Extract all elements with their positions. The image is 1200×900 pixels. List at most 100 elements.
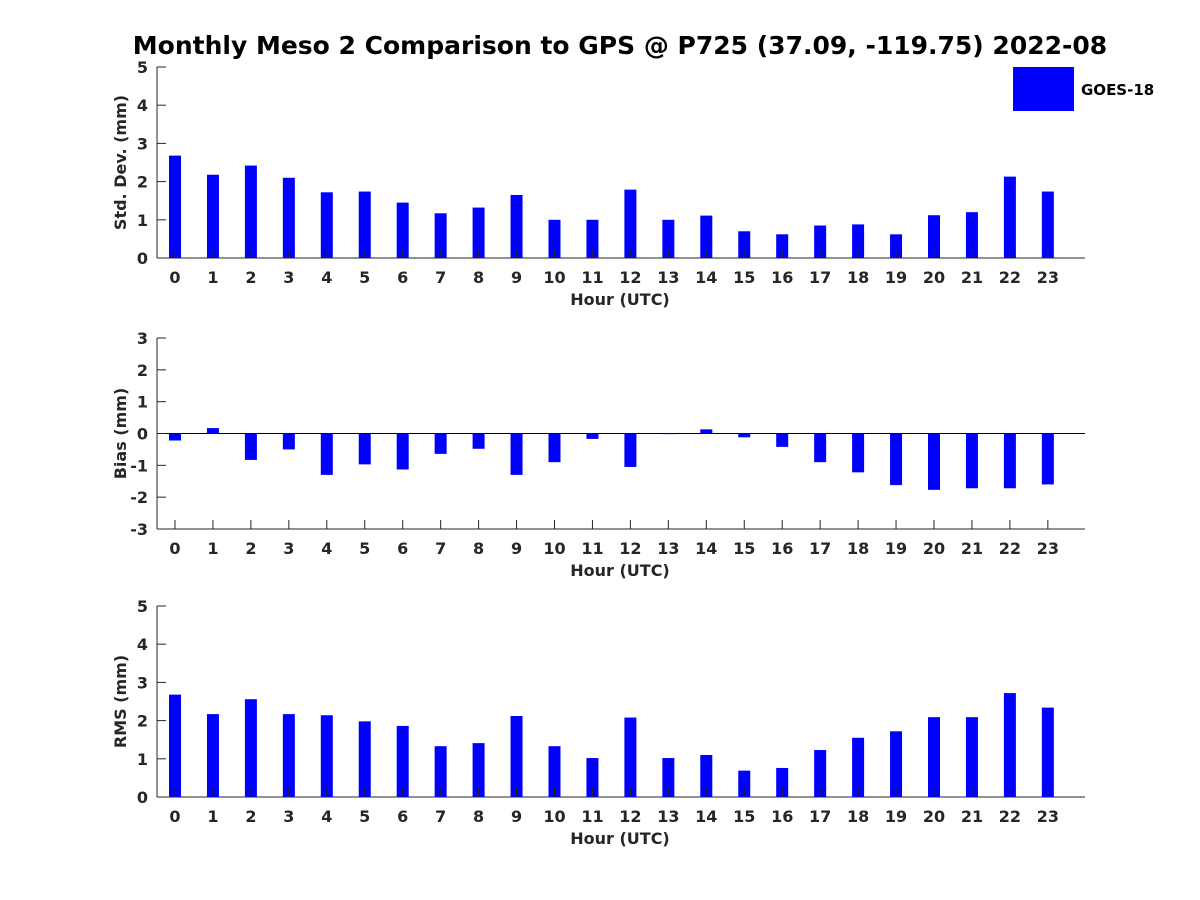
bias-bar	[244, 433, 257, 460]
rms-bar	[396, 725, 409, 797]
rms-x-tick-label: 5	[359, 807, 370, 826]
rms-y-tick-label: 2	[137, 712, 148, 731]
bias-x-tick-label: 5	[359, 539, 370, 558]
std-dev-y-tick-label: 0	[137, 249, 148, 268]
rms-bar	[586, 758, 599, 797]
rms-x-tick-label: 21	[961, 807, 983, 826]
bias-x-tick-label: 8	[473, 539, 484, 558]
bias-y-tick-label: 2	[137, 361, 148, 380]
std-dev-bar	[358, 191, 371, 258]
rms-bar	[738, 770, 751, 797]
std-dev-y-tick-label: 5	[137, 58, 148, 77]
bias-y-tick-label: 3	[137, 329, 148, 348]
bias-x-tick-label: 1	[207, 539, 218, 558]
bias-bar	[814, 433, 827, 463]
rms-x-tick-label: 16	[771, 807, 793, 826]
bias-x-tick-label: 10	[543, 539, 565, 558]
bias-x-tick-label: 4	[321, 539, 332, 558]
std-dev-bar	[700, 215, 713, 258]
std-dev-bar	[1003, 176, 1016, 258]
std-dev-bar	[586, 219, 599, 258]
rms-x-tick-label: 0	[169, 807, 180, 826]
rms-x-tick-label: 19	[885, 807, 907, 826]
std-dev-x-tick-label: 0	[169, 268, 180, 287]
bias-x-tick-label: 9	[511, 539, 522, 558]
rms-bar	[282, 714, 295, 797]
rms-x-tick-label: 10	[543, 807, 565, 826]
bias-bar	[852, 433, 865, 473]
rms-bar	[1003, 693, 1016, 797]
bias-bar	[890, 433, 903, 486]
bias-bar	[472, 433, 485, 449]
rms-y-axis-label: RMS (mm)	[111, 655, 130, 748]
rms-x-tick-label: 4	[321, 807, 332, 826]
rms-x-tick-label: 2	[245, 807, 256, 826]
bias-bar	[548, 433, 561, 463]
bias-x-tick-label: 14	[695, 539, 717, 558]
rms-x-tick-label: 9	[511, 807, 522, 826]
bias-x-tick-label: 11	[581, 539, 603, 558]
bias-bar	[169, 433, 181, 441]
std-dev-x-tick-label: 3	[283, 268, 294, 287]
rms-y-tick-label: 5	[137, 597, 148, 616]
std-dev-bar	[624, 189, 637, 258]
std-dev-bar	[396, 202, 409, 258]
std-dev-y-tick-label: 3	[137, 134, 148, 153]
rms-bar	[662, 758, 675, 797]
bias-bar	[662, 433, 675, 435]
std-dev-x-tick-label: 7	[435, 268, 446, 287]
rms-bar	[928, 717, 940, 797]
rms-bar	[434, 746, 447, 797]
bias-x-tick-label: 6	[397, 539, 408, 558]
rms-x-axis-label: Hour (UTC)	[570, 829, 670, 848]
rms-y-tick-label: 4	[137, 635, 148, 654]
std-dev-x-tick-label: 11	[581, 268, 603, 287]
bias-y-tick-label: 1	[137, 393, 148, 412]
std-dev-x-tick-label: 20	[923, 268, 945, 287]
bias-bar	[434, 433, 447, 454]
rms-x-tick-label: 8	[473, 807, 484, 826]
bias-x-tick-label: 19	[885, 539, 907, 558]
rms-bar	[472, 743, 485, 797]
bias-bar	[358, 433, 371, 465]
bias-x-tick-label: 18	[847, 539, 869, 558]
std-dev-x-tick-label: 19	[885, 268, 907, 287]
std-dev-x-tick-label: 5	[359, 268, 370, 287]
std-dev-x-axis-label: Hour (UTC)	[570, 290, 670, 309]
bias-x-tick-label: 16	[771, 539, 793, 558]
std-dev-bar	[928, 215, 940, 258]
std-dev-x-tick-label: 4	[321, 268, 332, 287]
bias-bar	[965, 433, 978, 489]
bias-y-tick-label: 0	[137, 425, 148, 444]
rms-bar	[358, 721, 371, 797]
std-dev-bar	[282, 177, 295, 258]
std-dev-y-tick-label: 4	[137, 96, 148, 115]
std-dev-bar	[814, 225, 827, 258]
rms-x-tick-label: 23	[1037, 807, 1059, 826]
bias-x-tick-label: 22	[999, 539, 1021, 558]
bias-x-tick-label: 17	[809, 539, 831, 558]
chart-title: Monthly Meso 2 Comparison to GPS @ P725 …	[133, 31, 1107, 60]
std-dev-x-tick-label: 6	[397, 268, 408, 287]
std-dev-bar	[510, 194, 523, 258]
rms-bar	[852, 737, 865, 797]
bias-y-axis-label: Bias (mm)	[111, 388, 130, 480]
bias-y-tick-label: -2	[130, 488, 148, 507]
bias-bar	[1041, 433, 1054, 485]
rms-x-tick-label: 22	[999, 807, 1021, 826]
rms-bar	[510, 716, 523, 797]
rms-x-tick-label: 20	[923, 807, 945, 826]
std-dev-x-tick-label: 13	[657, 268, 679, 287]
rms-bar	[320, 715, 333, 797]
bias-y-tick-label: -1	[130, 456, 148, 475]
rms-x-tick-label: 7	[435, 807, 446, 826]
bias-bar	[776, 433, 789, 447]
rms-x-tick-label: 11	[581, 807, 603, 826]
bias-x-tick-label: 0	[169, 539, 180, 558]
std-dev-x-tick-label: 22	[999, 268, 1021, 287]
std-dev-y-tick-label: 1	[137, 211, 148, 230]
std-dev-bar	[434, 213, 447, 258]
std-dev-x-tick-label: 1	[207, 268, 218, 287]
